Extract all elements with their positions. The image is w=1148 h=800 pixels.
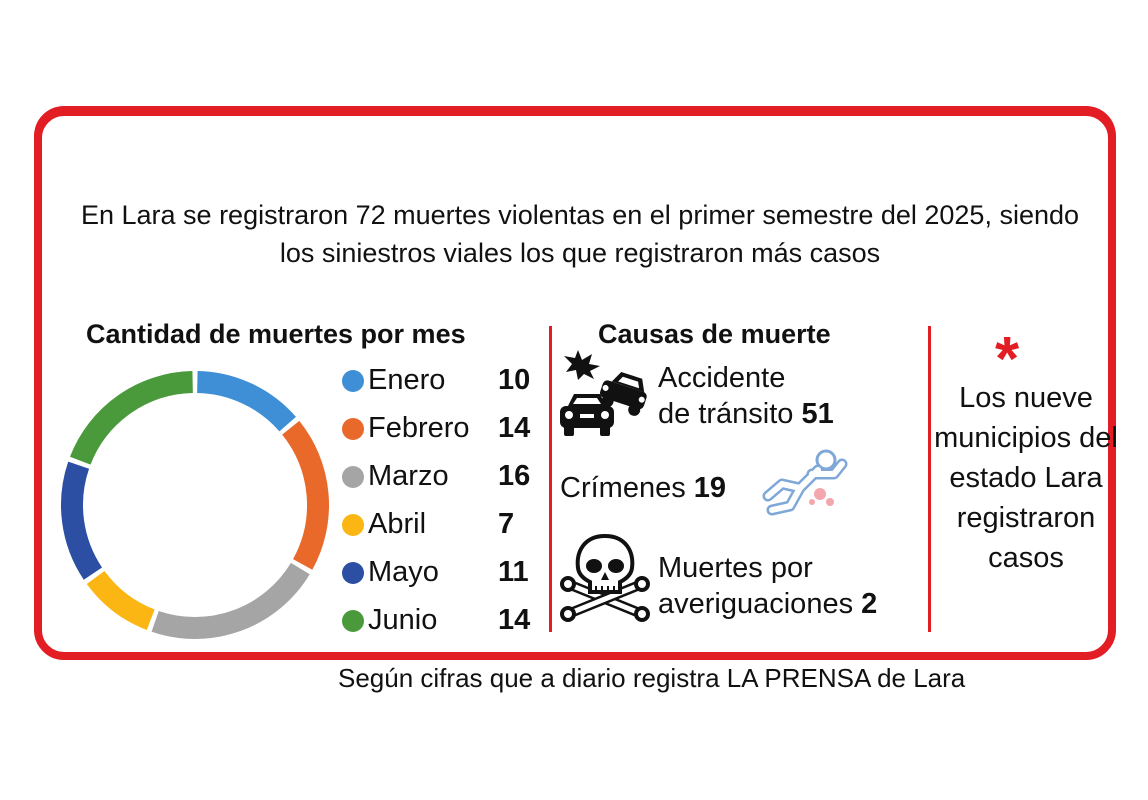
subtitle: En Lara se registraron 72 muertes violen… xyxy=(80,200,1080,268)
cause-investigations-line1: Muertes por xyxy=(658,552,813,584)
legend-item-junio: Junio 14 xyxy=(340,598,540,642)
divider-left xyxy=(549,326,552,632)
legend-label: Marzo xyxy=(368,460,449,492)
donut-slice-marzo xyxy=(151,562,310,639)
asterisk-icon: * xyxy=(995,325,1020,394)
cause-accidents-line2: de tránsito xyxy=(658,398,794,430)
legend-label: Enero xyxy=(368,364,446,396)
donut-slice-junio xyxy=(69,371,194,465)
legend-label: Abril xyxy=(368,508,427,540)
cause-accidents-line1: Accidente xyxy=(658,362,786,394)
legend-item-enero: Enero 10 xyxy=(340,358,540,402)
crime-victim-icon xyxy=(762,449,848,516)
legend-item-febrero: Febrero 14 xyxy=(340,406,540,450)
legend-swatch xyxy=(342,562,364,584)
legend-item-mayo: Mayo 11 xyxy=(340,550,540,594)
legend-swatch xyxy=(342,514,364,536)
legend-value: 14 xyxy=(498,604,531,636)
car-crash-icon xyxy=(560,350,647,436)
page-title: Seis meses marcados por el dolor xyxy=(112,109,1038,172)
chart-title: Cantidad de muertes por mes xyxy=(86,319,466,349)
municipalities-note: Los nueve municipios del estado Lara reg… xyxy=(934,382,1118,574)
legend-swatch xyxy=(342,370,364,392)
donut-slice-febrero xyxy=(282,420,329,570)
cause-accidents-value: 51 xyxy=(801,398,834,430)
legend-label: Febrero xyxy=(368,412,470,444)
cause-crimes: Crímenes 19 xyxy=(560,470,726,506)
cause-investigations-line2: averiguaciones xyxy=(658,588,854,620)
legend-value: 14 xyxy=(498,412,531,444)
cause-crimes-label: Crímenes xyxy=(560,472,686,504)
legend-label: Junio xyxy=(368,604,438,636)
causes-title: Causas de muerte xyxy=(598,319,831,349)
donut-slice-enero xyxy=(196,371,296,432)
legend-label: Mayo xyxy=(368,556,439,588)
legend-value: 10 xyxy=(498,364,531,396)
donut-slice-mayo xyxy=(61,461,103,580)
legend-swatch xyxy=(342,466,364,488)
donut-slice-abril xyxy=(86,570,155,631)
cause-crimes-value: 19 xyxy=(693,472,727,504)
cause-accidents: Accidente de tránsito 51 xyxy=(658,360,834,432)
source-credit: Según cifras que a diario registra LA PR… xyxy=(338,663,966,693)
donut-chart xyxy=(61,371,329,639)
legend-swatch xyxy=(342,418,364,440)
legend-item-marzo: Marzo 16 xyxy=(340,454,540,498)
legend-value: 11 xyxy=(498,556,529,588)
cause-investigations-value: 2 xyxy=(861,588,878,620)
divider-right xyxy=(928,326,931,632)
cause-investigations: Muertes por averiguaciones 2 xyxy=(658,550,877,622)
legend-value: 7 xyxy=(498,508,515,540)
legend-swatch xyxy=(342,610,364,632)
legend-item-abril: Abril 7 xyxy=(340,502,540,546)
skull-crossbones-icon xyxy=(560,533,650,622)
legend-value: 16 xyxy=(498,460,531,492)
